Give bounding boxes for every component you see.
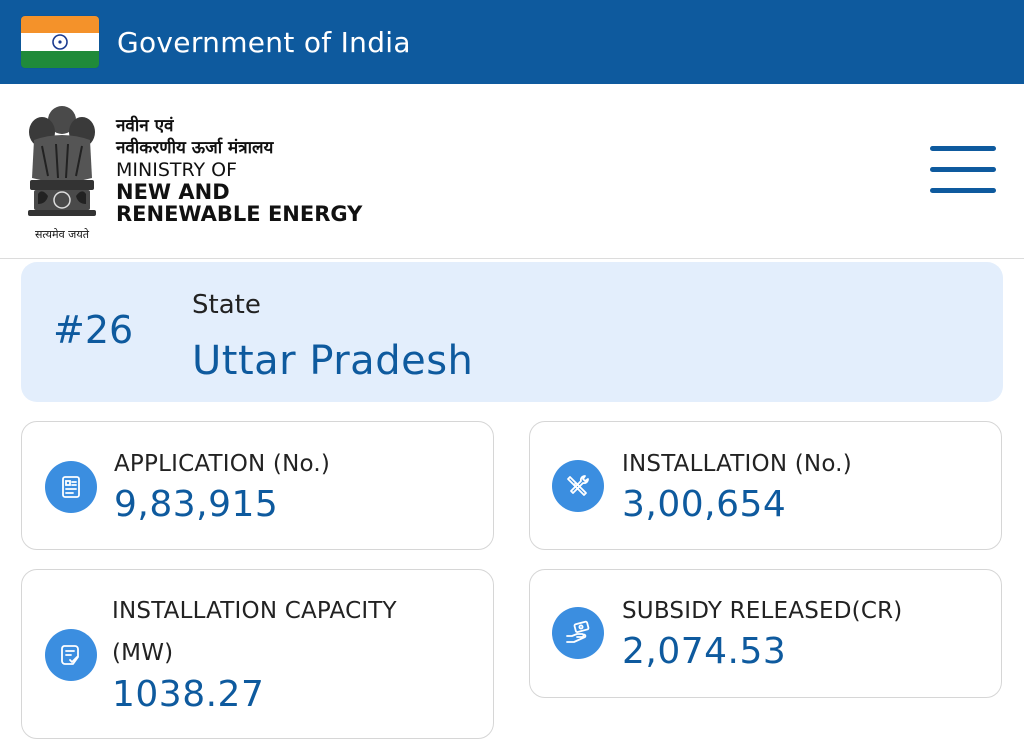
installation-value: 3,00,654 xyxy=(622,484,787,525)
installation-capacity-label-line2: (MW) xyxy=(112,640,174,666)
government-title[interactable]: Government of India xyxy=(117,25,411,59)
tools-icon xyxy=(552,460,604,512)
ministry-english-line2: NEW AND xyxy=(116,180,230,204)
application-card: APPLICATION (No.) 9,83,915 xyxy=(21,421,494,550)
installation-capacity-value: 1038.27 xyxy=(112,674,265,715)
application-form-icon xyxy=(45,461,97,513)
installation-label: INSTALLATION (No.) xyxy=(622,451,852,477)
installation-capacity-card: INSTALLATION CAPACITY (MW) 1038.27 xyxy=(21,569,494,739)
india-flag-icon xyxy=(21,16,99,68)
ministry-english-line3: RENEWABLE ENERGY xyxy=(116,202,363,226)
ministry-hindi-line1: नवीन एवं xyxy=(116,116,174,136)
hand-money-icon xyxy=(552,607,604,659)
subsidy-released-value: 2,074.53 xyxy=(622,631,787,672)
ministry-name-block[interactable]: नवीन एवं नवीकरणीय ऊर्जा मंत्रालय MINISTR… xyxy=(116,115,362,225)
state-name: Uttar Pradesh xyxy=(192,338,474,384)
installation-card: INSTALLATION (No.) 3,00,654 xyxy=(529,421,1002,550)
national-emblem-icon[interactable]: सत्यमेव जयते xyxy=(20,100,104,244)
document-check-icon xyxy=(45,629,97,681)
ministry-hindi-line2: नवीकरणीय ऊर्जा मंत्रालय xyxy=(116,138,274,158)
application-label: APPLICATION (No.) xyxy=(114,451,331,477)
subsidy-released-card: SUBSIDY RELEASED(CR) 2,074.53 xyxy=(529,569,1002,698)
ministry-header: सत्यमेव जयते नवीन एवं नवीकरणीय ऊर्जा मंत… xyxy=(0,84,1024,259)
installation-capacity-label-line1: INSTALLATION CAPACITY xyxy=(112,598,397,624)
state-rank: #26 xyxy=(53,308,134,352)
application-value: 9,83,915 xyxy=(114,484,279,525)
emblem-caption: सत्यमेव जयते xyxy=(35,228,90,241)
state-summary-card: #26 State Uttar Pradesh xyxy=(21,262,1003,402)
state-label: State xyxy=(192,290,261,320)
ministry-english-line1: MINISTRY OF xyxy=(116,159,237,181)
hamburger-menu-icon[interactable] xyxy=(930,146,996,194)
government-bar: Government of India xyxy=(0,0,1024,84)
subsidy-released-label: SUBSIDY RELEASED(CR) xyxy=(622,598,903,624)
